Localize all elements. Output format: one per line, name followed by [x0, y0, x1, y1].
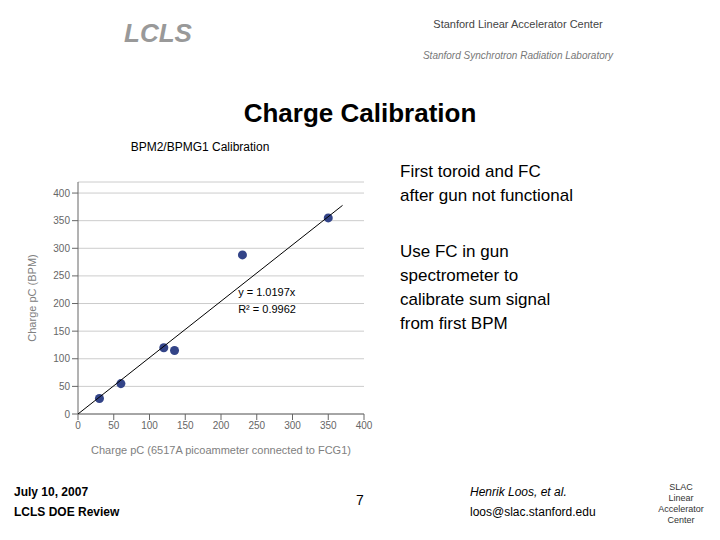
svg-text:100: 100 [141, 420, 158, 431]
html-text:Linear: Linear [668, 493, 694, 503]
html-text:Stanford Synchrotron Radiation: Stanford Synchrotron Radiation Laborator… [422, 50, 614, 61]
svg-text:0: 0 [64, 409, 70, 420]
html-text:Charge Calibration: Charge Calibration [243, 98, 477, 128]
svg-text:150: 150 [177, 420, 194, 431]
svg-text:150: 150 [53, 326, 70, 337]
html-text:calibrate sum signal: calibrate sum signal [400, 290, 551, 309]
svg-text:100: 100 [53, 353, 70, 364]
html-text:LCLS DOE Review: LCLS DOE Review [14, 505, 120, 519]
svg-text:350: 350 [53, 215, 70, 226]
html-text:y = 1.0197x: y = 1.0197x [238, 286, 296, 299]
svg-text:250: 250 [248, 420, 265, 431]
html-text:LCLS: LCLS [124, 18, 192, 48]
html-text:Accelerator: Accelerator [658, 504, 704, 514]
html-text:R² = 0.9962: R² = 0.9962 [238, 303, 296, 316]
html-text:Henrik Loos, et al.: Henrik Loos, et al. [470, 485, 567, 499]
svg-text:50: 50 [108, 420, 120, 431]
html-text:SLAC: SLAC [669, 482, 693, 492]
html-text:Center: Center [667, 515, 695, 525]
html-text:Stanford Linear Accelerator Ce: Stanford Linear Accelerator Center [433, 18, 603, 30]
html-text:spectrometer to: spectrometer to [400, 266, 519, 285]
svg-text:200: 200 [213, 420, 230, 431]
html-text:July 10, 2007: July 10, 2007 [14, 485, 89, 499]
html-text:First toroid and FC: First toroid and FC [400, 162, 541, 181]
svg-text:200: 200 [53, 298, 70, 309]
svg-text:50: 50 [59, 381, 71, 392]
svg-text:250: 250 [53, 270, 70, 281]
svg-text:350: 350 [320, 420, 337, 431]
html-text:loos@slac.stanford.edu: loos@slac.stanford.edu [470, 505, 596, 519]
svg-text:400: 400 [356, 420, 373, 431]
html-text:7: 7 [356, 492, 364, 508]
svg-text:300: 300 [53, 243, 70, 254]
svg-text:Charge pC (BPM): Charge pC (BPM) [26, 254, 38, 341]
svg-text:0: 0 [75, 420, 81, 431]
svg-text:400: 400 [53, 188, 70, 199]
html-text:from first BPM: from first BPM [400, 314, 508, 333]
html-text:BPM2/BPMG1 Calibration: BPM2/BPMG1 Calibration [130, 140, 270, 154]
html-text:after gun not functional: after gun not functional [400, 186, 573, 205]
svg-text:Charge pC (6517A picoammeter c: Charge pC (6517A picoammeter connected t… [91, 444, 351, 456]
html-text:Use FC in gun: Use FC in gun [400, 242, 509, 261]
svg-text:300: 300 [284, 420, 301, 431]
